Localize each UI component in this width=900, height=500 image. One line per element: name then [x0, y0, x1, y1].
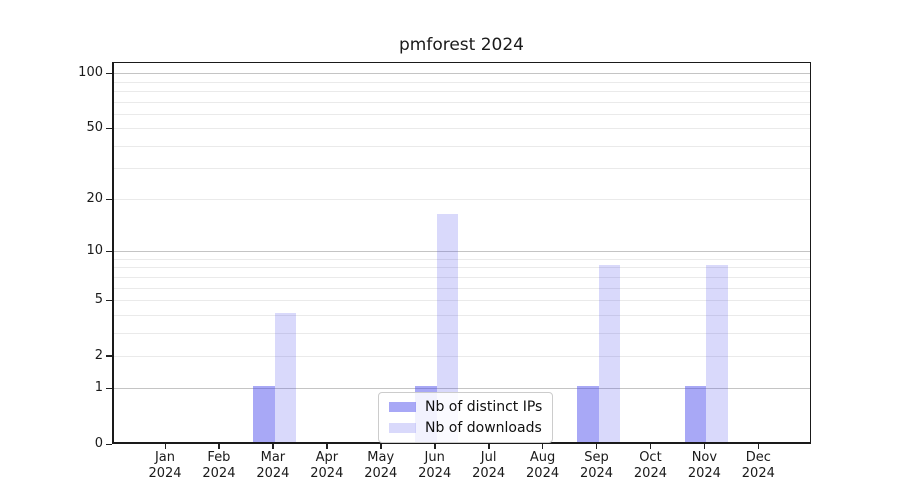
x-axis-tick-label-aug: Aug 2024 — [526, 450, 560, 481]
gridline-major-100 — [114, 73, 810, 75]
bar-distinct-ips-sep — [576, 386, 599, 442]
bar-downloads-mar — [274, 312, 297, 442]
y-axis-tick-2 — [106, 355, 112, 357]
gridline-minor-50 — [114, 128, 810, 130]
legend-item-distinct-ips: Nb of distinct IPs — [389, 398, 542, 416]
gridline-minor-7 — [114, 276, 810, 278]
bar-distinct-ips-nov — [684, 386, 707, 442]
x-axis-tick-label-jul: Jul 2024 — [472, 450, 506, 481]
gridline-minor-3 — [114, 332, 810, 334]
gridline-minor-30 — [114, 168, 810, 170]
x-axis-tick-dec — [757, 444, 760, 449]
y-axis-tick-5 — [106, 299, 112, 301]
x-axis-tick-aug — [542, 444, 544, 449]
y-axis-tick-50 — [106, 127, 112, 129]
x-axis-tick-jul — [488, 444, 490, 449]
x-axis-tick-label-apr: Apr 2024 — [310, 450, 344, 481]
x-axis-tick-label-mar: Mar 2024 — [256, 450, 290, 481]
y-axis-tick-20 — [106, 198, 112, 201]
gridline-minor-80 — [114, 90, 810, 92]
bar-downloads-sep — [598, 265, 621, 442]
gridline-minor-2 — [114, 355, 810, 357]
legend-swatch-downloads — [389, 423, 416, 433]
y-axis-tick-10 — [106, 250, 112, 253]
gridline-minor-8 — [114, 267, 810, 269]
gridline-minor-60 — [114, 113, 810, 115]
x-axis-tick-jun — [434, 444, 436, 449]
gridline-minor-9 — [114, 259, 810, 260]
gridline-minor-40 — [114, 145, 810, 147]
y-axis-tick-label-100: 100 — [78, 65, 103, 81]
legend: Nb of distinct IPs Nb of downloads — [378, 392, 554, 443]
y-axis-tick-label-1: 1 — [94, 380, 103, 396]
bar-downloads-jun — [436, 214, 459, 442]
y-axis-tick-label-0: 0 — [94, 436, 103, 451]
x-axis-tick-mar — [272, 444, 274, 449]
gridline-minor-6 — [114, 287, 810, 289]
plot-area — [112, 62, 811, 444]
x-axis-tick-jan — [164, 444, 166, 449]
chart-title: pmforest 2024 — [398, 35, 524, 55]
x-axis-tick-oct — [649, 444, 652, 449]
y-axis-tick-0 — [106, 443, 112, 445]
y-axis-tick-1 — [106, 387, 112, 390]
gridline-minor-90 — [114, 81, 810, 83]
x-axis-tick-label-jun: Jun 2024 — [418, 450, 452, 481]
y-axis-tick-100 — [106, 72, 112, 75]
legend-swatch-distinct-ips — [389, 402, 416, 412]
gridline-minor-4 — [114, 314, 810, 316]
x-axis-tick-label-jan: Jan 2024 — [148, 450, 182, 481]
legend-item-downloads: Nb of downloads — [389, 419, 542, 437]
y-axis-tick-label-2: 2 — [94, 347, 103, 363]
x-axis-tick-label-dec: Dec 2024 — [741, 450, 775, 481]
x-axis-tick-label-oct: Oct 2024 — [633, 450, 667, 481]
x-axis-tick-sep — [596, 444, 598, 449]
x-axis-tick-label-feb: Feb 2024 — [202, 450, 236, 481]
x-axis-tick-label-nov: Nov 2024 — [687, 450, 721, 481]
legend-label-distinct-ips: Nb of distinct IPs — [425, 399, 543, 415]
x-axis-tick-apr — [326, 444, 328, 449]
gridline-minor-5 — [114, 300, 810, 302]
y-axis-tick-label-50: 50 — [86, 120, 103, 136]
bar-downloads-nov — [706, 265, 728, 442]
y-axis-tick-label-5: 5 — [94, 292, 103, 308]
legend-label-downloads: Nb of downloads — [425, 420, 542, 436]
x-axis-tick-may — [380, 444, 382, 449]
bar-distinct-ips-mar — [253, 386, 275, 442]
gridline-major-1 — [114, 388, 810, 390]
x-axis-tick-nov — [703, 444, 706, 449]
x-axis-tick-label-sep: Sep 2024 — [579, 450, 614, 481]
gridline-minor-70 — [114, 101, 810, 103]
y-axis-tick-label-20: 20 — [86, 191, 103, 207]
gridline-minor-20 — [114, 199, 810, 201]
y-axis-tick-label-10: 10 — [86, 243, 103, 259]
gridline-major-10 — [114, 251, 810, 253]
x-axis-tick-feb — [218, 444, 220, 449]
x-axis-tick-label-may: May 2024 — [364, 450, 398, 481]
